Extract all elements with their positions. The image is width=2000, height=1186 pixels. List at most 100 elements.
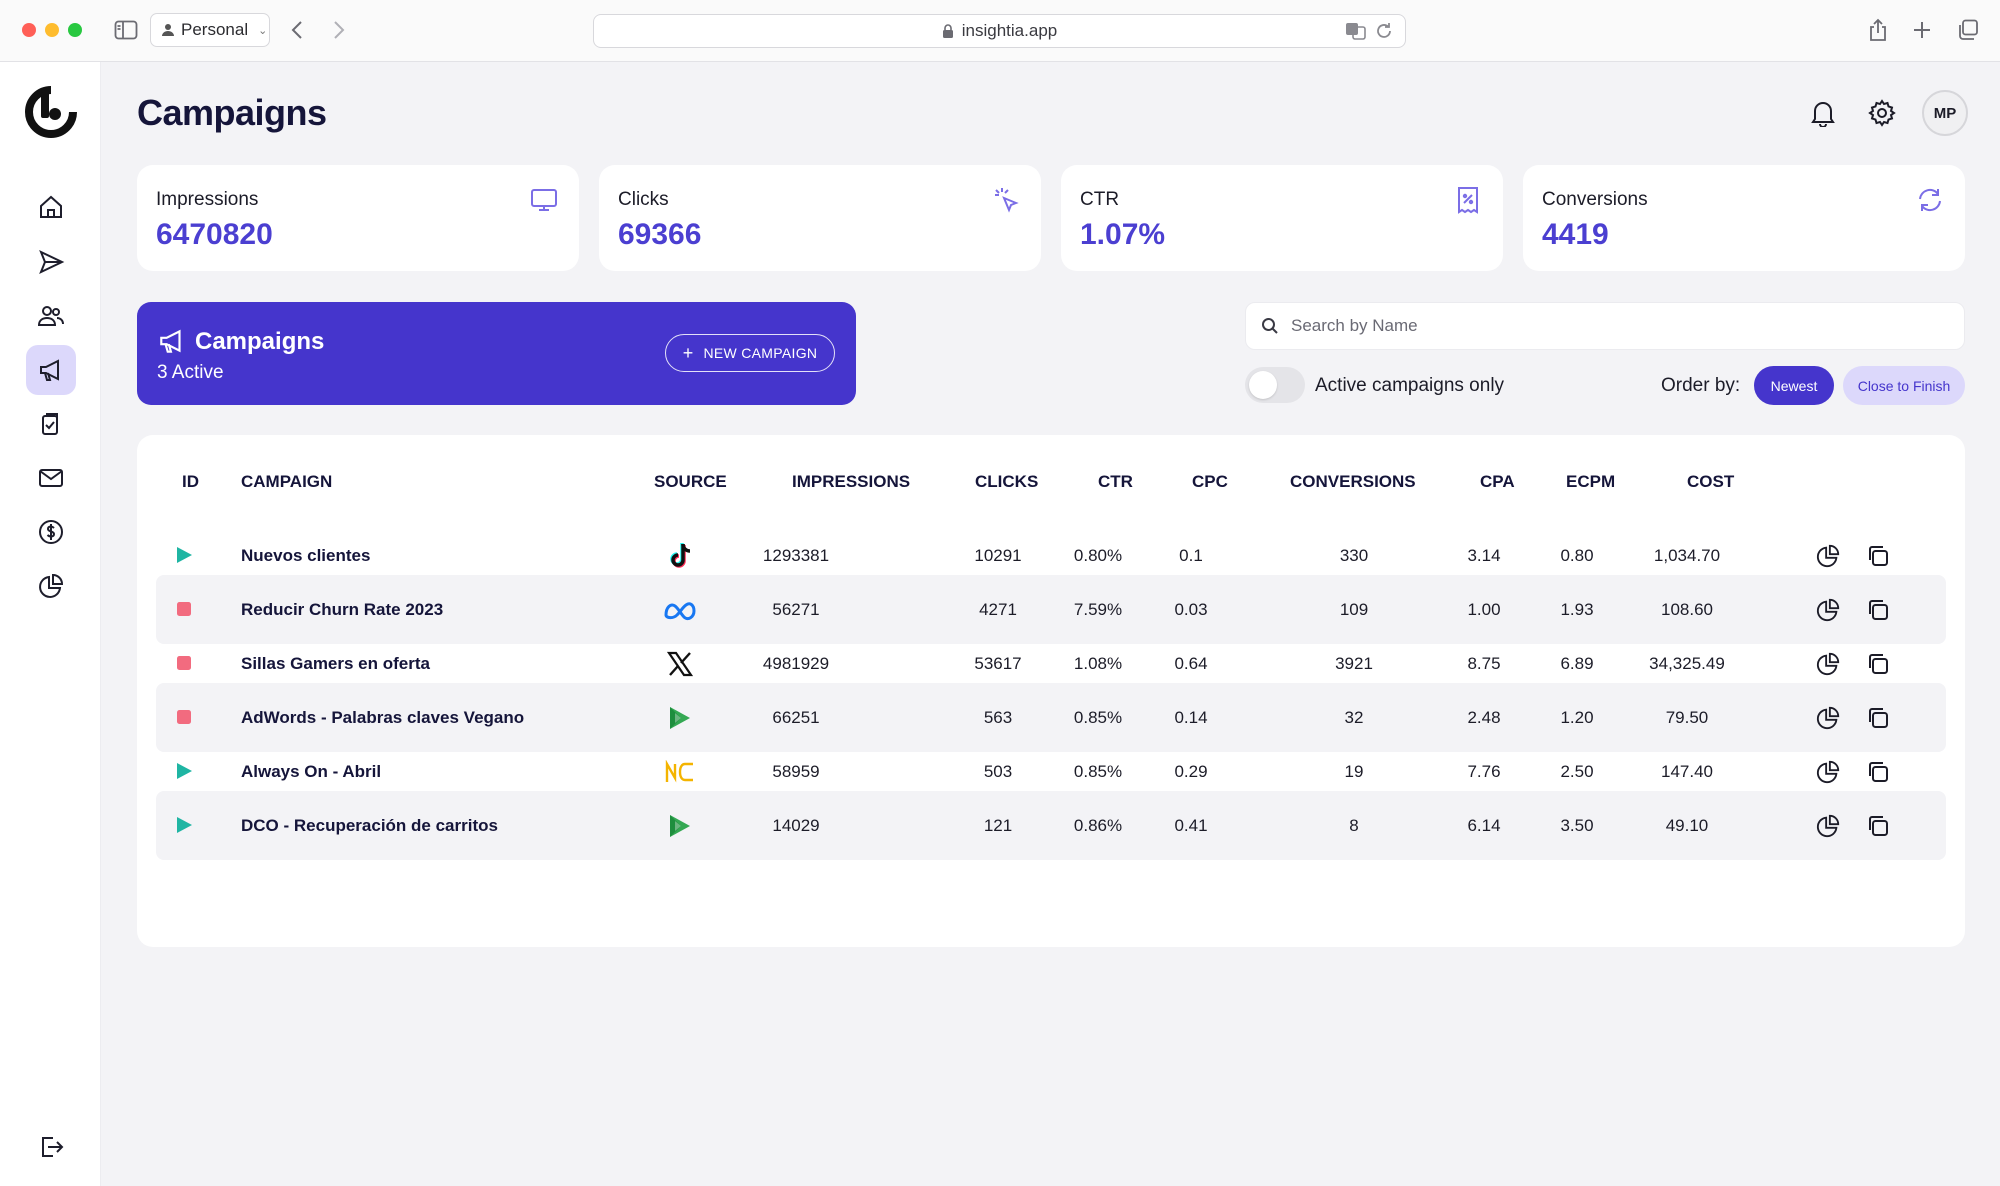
app-logo[interactable] [25,86,77,138]
sidebar-item-reports[interactable] [26,561,76,611]
copy-icon[interactable] [1864,596,1892,624]
stop-icon[interactable] [175,600,193,618]
sidebar-item-audiences[interactable] [26,291,76,341]
copy-icon[interactable] [1864,650,1892,678]
cell-ctr: 0.85% [1073,761,1123,781]
cell-impressions: 14029 [772,815,820,835]
banner-title: Campaigns [195,328,325,355]
table-row[interactable]: Reducir Churn Rate 2023 56271 4271 7.59% 0.0… [156,575,1946,644]
cell-name: Nuevos clientes [241,545,371,565]
sidebar-item-mail[interactable] [26,453,76,503]
refresh-icon [1915,185,1945,215]
avatar[interactable]: MP [1922,90,1968,136]
zoom-window-button[interactable] [68,23,82,37]
sidebar-item-billing[interactable] [26,507,76,557]
banner-active-count: 3 Active [157,362,224,383]
copy-icon[interactable] [1864,758,1892,786]
sidebar-toggle-icon[interactable] [113,18,139,42]
close-window-button[interactable] [22,23,36,37]
forward-icon[interactable] [328,18,350,42]
pie-chart-icon[interactable] [1814,704,1842,732]
home-icon [40,195,62,218]
receipt-percent-icon [1453,185,1483,215]
play-icon[interactable] [175,762,193,780]
table-row[interactable]: Sillas Gamers en oferta 4981929 53617 1.08%… [156,629,1946,698]
profile-switcher[interactable]: Personal ⌄ [150,13,270,47]
cell-conversions: 3921 [1335,653,1373,673]
active-only-label: Active campaigns only [1315,375,1505,396]
cell-impressions: 56271 [772,599,820,619]
copy-icon[interactable] [1864,542,1892,570]
settings-button[interactable] [1865,96,1899,130]
kpi-card-clicks: Clicks 69366 [599,165,1041,271]
kpi-card-impressions: Impressions 6470820 [137,165,579,271]
cell-conversions: 330 [1339,545,1369,565]
back-icon[interactable] [286,18,308,42]
notifications-button[interactable] [1806,96,1840,130]
cell-name: Sillas Gamers en oferta [241,653,430,673]
pie-chart-icon[interactable] [1814,758,1842,786]
reload-icon[interactable] [1375,21,1393,41]
person-icon [162,24,174,36]
google-ads-icon [650,791,710,860]
address-bar[interactable]: insightia.app [593,14,1406,48]
minimize-window-button[interactable] [45,23,59,37]
tab-overview-icon[interactable] [1956,18,1980,42]
cell-clicks: 563 [983,707,1013,727]
search-box [1245,302,1965,350]
sidebar-item-campaigns[interactable] [26,345,76,395]
new-campaign-button[interactable]: + NEW CAMPAIGN [665,334,835,372]
table-row[interactable]: AdWords - Palabras claves Vegano 66251 563… [156,683,1946,752]
new-tab-icon[interactable] [1910,18,1934,42]
translate-icon[interactable] [1345,21,1367,41]
cell-conversions: 32 [1344,707,1364,727]
table-row[interactable]: Always On - Abril 58959 503 0.85% 0.29 19 7.76… [156,737,1946,806]
pie-chart-icon[interactable] [1814,542,1842,570]
sidebar-item-logout[interactable] [26,1122,76,1172]
tiktok-icon [650,521,710,590]
cell-ecpm: 1.20 [1560,707,1594,727]
cell-conversions: 109 [1339,599,1369,619]
cell-ctr: 0.86% [1073,815,1123,835]
cell-clicks: 503 [983,761,1013,781]
send-icon [39,249,65,275]
stop-icon[interactable] [175,654,193,672]
cursor-click-icon [991,185,1021,215]
cell-ctr: 7.59% [1073,599,1123,619]
gear-icon [1868,99,1896,127]
col-header-id: ID [182,472,199,491]
order-newest-button[interactable]: Newest [1754,366,1834,405]
pie-chart-icon[interactable] [1814,596,1842,624]
table-row[interactable]: Nuevos clientes 1293381 10291 0.80% 0.1 330 3.… [156,521,1946,590]
play-icon[interactable] [175,546,193,564]
col-header-cost: COST [1687,472,1735,491]
megaphone-icon [40,359,59,381]
cell-ctr: 0.80% [1073,545,1123,565]
kpi-value: 1.07% [1080,218,1166,251]
kpi-label: Conversions [1542,189,1648,210]
play-icon[interactable] [175,816,193,834]
cell-name: Always On - Abril [241,761,382,781]
order-by-label: Order by: [1661,375,1741,396]
sidebar-item-tasks[interactable] [26,399,76,449]
search-input[interactable] [1291,316,1891,336]
col-header-conversions: CONVERSIONS [1290,472,1416,491]
copy-icon[interactable] [1864,812,1892,840]
share-icon[interactable] [1866,16,1890,44]
sidebar-item-home[interactable] [26,182,76,232]
stop-icon[interactable] [175,708,193,726]
x-icon [650,629,710,698]
order-close-to-finish-button[interactable]: Close to Finish [1843,366,1965,405]
copy-icon[interactable] [1864,704,1892,732]
pie-chart-icon[interactable] [1814,650,1842,678]
table-row[interactable]: DCO - Recuperación de carritos 14029 121 0.… [156,791,1946,860]
active-only-toggle[interactable] [1245,367,1305,403]
cell-cpa: 8.75 [1467,653,1501,673]
pie-chart-icon[interactable] [1814,812,1842,840]
cell-cost: 147.40 [1661,761,1713,781]
sidebar-item-send[interactable] [26,237,76,287]
cell-ecpm: 1.93 [1560,599,1594,619]
kpi-label: CTR [1080,189,1120,210]
mail-icon [39,469,63,487]
dollar-circle-icon [39,520,63,544]
